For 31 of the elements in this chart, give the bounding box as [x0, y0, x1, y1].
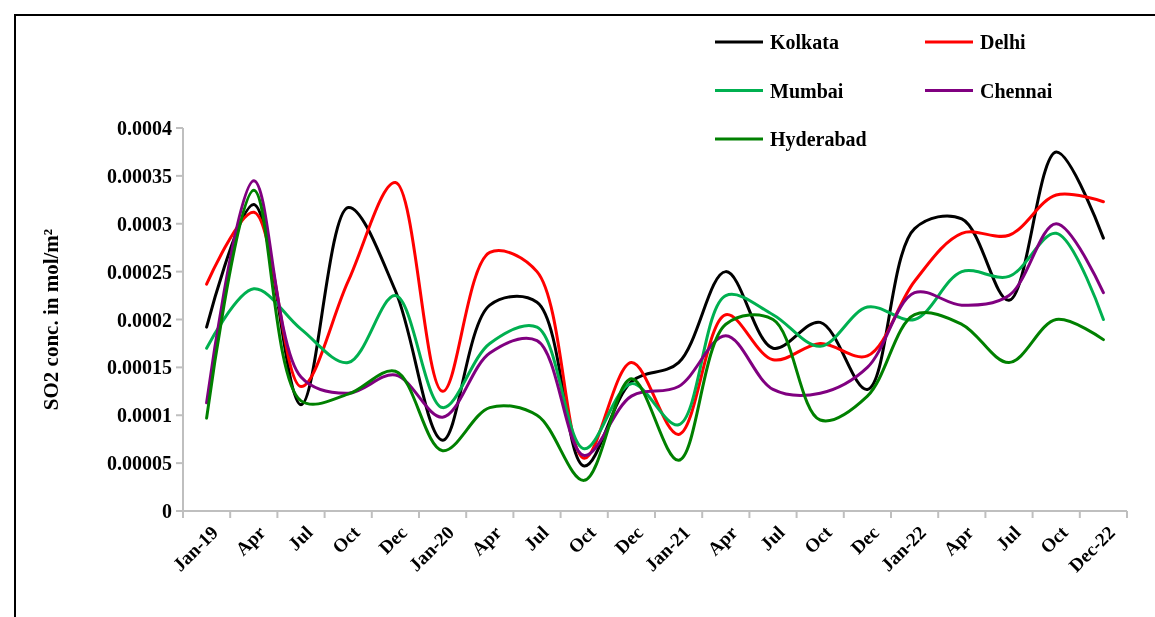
- x-tick-label: Dec: [846, 521, 883, 559]
- legend-label: Chennai: [980, 79, 1053, 102]
- line-series: [205, 231, 1105, 451]
- y-tick-label: 0.0002: [117, 308, 172, 331]
- y-tick-label: 0.0004: [117, 117, 172, 139]
- y-tick-label: 0.00015: [107, 356, 172, 379]
- x-tick-label: Apr: [231, 521, 270, 560]
- y-tick-label: 0.0003: [117, 212, 172, 235]
- x-tick-label: Apr: [939, 521, 978, 560]
- x-tick-label: Jul: [283, 521, 317, 555]
- legend-label: Kolkata: [770, 31, 839, 53]
- y-tick-label: 0.00035: [107, 164, 172, 187]
- x-tick-label: Oct: [563, 521, 601, 558]
- x-tick-label: Oct: [327, 521, 365, 558]
- x-tick-label: Oct: [1035, 521, 1073, 558]
- x-tick-label: Oct: [799, 521, 837, 558]
- y-tick-label: 0.0001: [117, 404, 172, 427]
- x-tick-label: Dec: [610, 521, 647, 559]
- x-tick-label: Jul: [519, 521, 553, 555]
- y-tick-label: 0.00025: [107, 260, 172, 283]
- y-axis-title: SO2 conc. in mol/m²: [39, 228, 63, 411]
- x-tick-label: Jul: [991, 521, 1025, 555]
- x-tick-label: Apr: [703, 521, 742, 560]
- y-tick-label: 0: [162, 500, 172, 522]
- legend-label: Hyderabad: [770, 128, 867, 151]
- y-tick-label: 0.00005: [107, 452, 172, 475]
- legend-label: Delhi: [980, 31, 1026, 53]
- x-tick-label: Apr: [467, 521, 506, 560]
- legend-label: Mumbai: [770, 79, 844, 102]
- x-tick-label: Jul: [755, 521, 789, 555]
- x-tick-label: Dec: [374, 521, 411, 559]
